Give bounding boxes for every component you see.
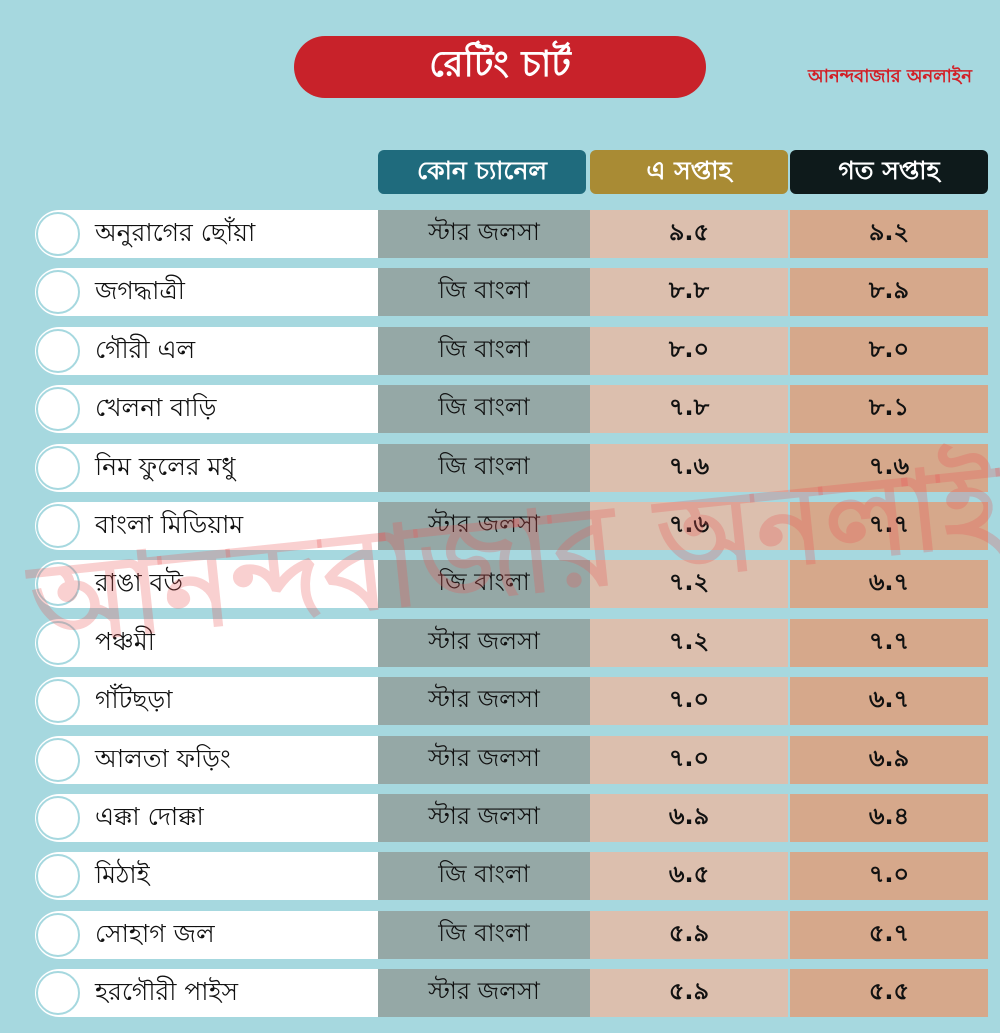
column-header-this-week: এ সপ্তাহ xyxy=(590,150,788,194)
row-bullet-circle xyxy=(36,854,80,898)
this-week-rating-cell: ৫.৯ xyxy=(590,969,788,1017)
row-bullet-circle xyxy=(36,913,80,957)
channel-cell: জি বাংলা xyxy=(378,327,590,375)
row-bullet-circle xyxy=(36,621,80,665)
channel-cell: স্টার জলসা xyxy=(378,210,590,258)
page-title: রেটিং চার্ট xyxy=(294,36,706,98)
show-name-cell: হরগৌরী পাইস xyxy=(35,969,378,1017)
table-row: এক্কা দোক্কা স্টার জলসা ৬.৯ ৬.৪ xyxy=(0,794,1000,842)
show-name-cell: এক্কা দোক্কা xyxy=(35,794,378,842)
table-row: হরগৌরী পাইস স্টার জলসা ৫.৯ ৫.৫ xyxy=(0,969,1000,1017)
channel-cell: স্টার জলসা xyxy=(378,794,590,842)
table-row: পঞ্চমী স্টার জলসা ৭.২ ৭.৭ xyxy=(0,619,1000,667)
last-week-rating-cell: ৭.০ xyxy=(790,852,988,900)
row-bullet-circle xyxy=(36,738,80,782)
table-row: গৌরী এল জি বাংলা ৮.০ ৮.০ xyxy=(0,327,1000,375)
this-week-rating-cell: ৭.০ xyxy=(590,736,788,784)
last-week-rating-cell: ৯.২ xyxy=(790,210,988,258)
last-week-rating-cell: ৬.৯ xyxy=(790,736,988,784)
show-name-cell: সোহাগ জল xyxy=(35,911,378,959)
channel-cell: জি বাংলা xyxy=(378,268,590,316)
channel-cell: জি বাংলা xyxy=(378,911,590,959)
table-row: রাঙা বউ জি বাংলা ৭.২ ৬.৭ xyxy=(0,560,1000,608)
show-name-cell: জগদ্ধাত্রী xyxy=(35,268,378,316)
this-week-rating-cell: ৫.৯ xyxy=(590,911,788,959)
show-name-cell: আলতা ফড়িং xyxy=(35,736,378,784)
table-row: অনুরাগের ছোঁয়া স্টার জলসা ৯.৫ ৯.২ xyxy=(0,210,1000,258)
channel-cell: জি বাংলা xyxy=(378,560,590,608)
last-week-rating-cell: ৫.৭ xyxy=(790,911,988,959)
this-week-rating-cell: ৭.২ xyxy=(590,619,788,667)
channel-cell: জি বাংলা xyxy=(378,852,590,900)
this-week-rating-cell: ৭.৬ xyxy=(590,502,788,550)
last-week-rating-cell: ৮.৯ xyxy=(790,268,988,316)
this-week-rating-cell: ৬.৯ xyxy=(590,794,788,842)
show-name-cell: গাঁটছড়া xyxy=(35,677,378,725)
last-week-rating-cell: ৮.০ xyxy=(790,327,988,375)
table-row: জগদ্ধাত্রী জি বাংলা ৮.৮ ৮.৯ xyxy=(0,268,1000,316)
row-bullet-circle xyxy=(36,504,80,548)
this-week-rating-cell: ৭.২ xyxy=(590,560,788,608)
channel-cell: স্টার জলসা xyxy=(378,502,590,550)
last-week-rating-cell: ৭.৬ xyxy=(790,444,988,492)
last-week-rating-cell: ৫.৫ xyxy=(790,969,988,1017)
brand-logo-text: আনন্দবাজার অনলাইন xyxy=(808,66,972,87)
show-name-cell: গৌরী এল xyxy=(35,327,378,375)
show-name-cell: বাংলা মিডিয়াম xyxy=(35,502,378,550)
table-row: গাঁটছড়া স্টার জলসা ৭.০ ৬.৭ xyxy=(0,677,1000,725)
show-name-cell: নিম ফুলের মধু xyxy=(35,444,378,492)
show-name-cell: পঞ্চমী xyxy=(35,619,378,667)
channel-cell: স্টার জলসা xyxy=(378,736,590,784)
channel-cell: জি বাংলা xyxy=(378,385,590,433)
show-name-cell: খেলনা বাড়ি xyxy=(35,385,378,433)
channel-cell: স্টার জলসা xyxy=(378,969,590,1017)
channel-cell: স্টার জলসা xyxy=(378,619,590,667)
channel-cell: জি বাংলা xyxy=(378,444,590,492)
row-bullet-circle xyxy=(36,212,80,256)
this-week-rating-cell: ৬.৫ xyxy=(590,852,788,900)
row-bullet-circle xyxy=(36,329,80,373)
table-row: খেলনা বাড়ি জি বাংলা ৭.৮ ৮.১ xyxy=(0,385,1000,433)
this-week-rating-cell: ৯.৫ xyxy=(590,210,788,258)
this-week-rating-cell: ৭.৮ xyxy=(590,385,788,433)
this-week-rating-cell: ৮.৮ xyxy=(590,268,788,316)
this-week-rating-cell: ৭.০ xyxy=(590,677,788,725)
row-bullet-circle xyxy=(36,679,80,723)
row-bullet-circle xyxy=(36,446,80,490)
last-week-rating-cell: ৬.৭ xyxy=(790,560,988,608)
last-week-rating-cell: ৬.৪ xyxy=(790,794,988,842)
row-bullet-circle xyxy=(36,796,80,840)
last-week-rating-cell: ৭.৭ xyxy=(790,502,988,550)
table-row: সোহাগ জল জি বাংলা ৫.৯ ৫.৭ xyxy=(0,911,1000,959)
table-row: বাংলা মিডিয়াম স্টার জলসা ৭.৬ ৭.৭ xyxy=(0,502,1000,550)
show-name-cell: অনুরাগের ছোঁয়া xyxy=(35,210,378,258)
last-week-rating-cell: ৮.১ xyxy=(790,385,988,433)
column-header-last-week: গত সপ্তাহ xyxy=(790,150,988,194)
table-row: নিম ফুলের মধু জি বাংলা ৭.৬ ৭.৬ xyxy=(0,444,1000,492)
channel-cell: স্টার জলসা xyxy=(378,677,590,725)
row-bullet-circle xyxy=(36,562,80,606)
show-name-cell: রাঙা বউ xyxy=(35,560,378,608)
table-row: আলতা ফড়িং স্টার জলসা ৭.০ ৬.৯ xyxy=(0,736,1000,784)
row-bullet-circle xyxy=(36,270,80,314)
this-week-rating-cell: ৮.০ xyxy=(590,327,788,375)
show-name-cell: মিঠাই xyxy=(35,852,378,900)
row-bullet-circle xyxy=(36,971,80,1015)
last-week-rating-cell: ৬.৭ xyxy=(790,677,988,725)
last-week-rating-cell: ৭.৭ xyxy=(790,619,988,667)
column-header-channel: কোন চ্যানেল xyxy=(378,150,586,194)
this-week-rating-cell: ৭.৬ xyxy=(590,444,788,492)
table-row: মিঠাই জি বাংলা ৬.৫ ৭.০ xyxy=(0,852,1000,900)
row-bullet-circle xyxy=(36,387,80,431)
